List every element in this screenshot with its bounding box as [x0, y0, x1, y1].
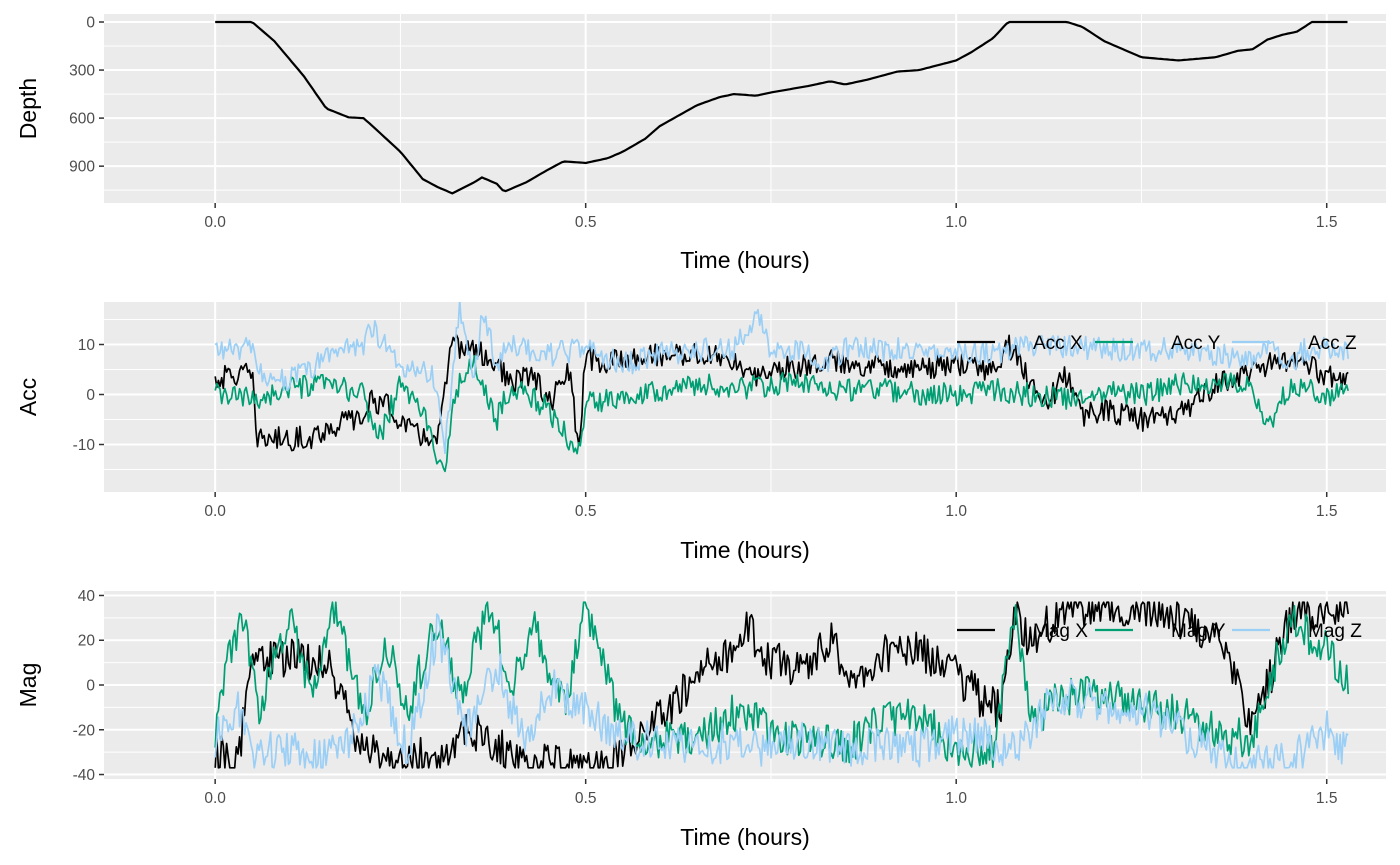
legend-label: Acc Y: [1171, 333, 1221, 354]
panel-2: Acc X Acc Y Acc Z 0.0 0.5 1.0 1.5 -10 0 10 Time (h…: [15, 302, 1386, 563]
y-tick-label: 0: [86, 678, 95, 695]
y-tick-label: -10: [73, 437, 96, 454]
panel-background: [104, 302, 1386, 492]
x-tick-label: 0.5: [575, 790, 597, 807]
y-tick-label: 900: [69, 159, 95, 176]
series-line-depth: [215, 20, 1348, 195]
x-tick-label: 1.5: [1316, 790, 1338, 807]
y-axis-title: Depth: [15, 78, 41, 139]
x-axis-title: Time (hours): [680, 247, 810, 273]
x-tick-label: 0.5: [575, 214, 597, 231]
x-tick-label: 0.0: [204, 503, 226, 520]
series-line-acc-y: [214, 354, 1350, 473]
series-line-mag-z: [214, 613, 1349, 769]
x-tick-label: 0.0: [204, 790, 226, 807]
series-line-acc-z: [214, 302, 1350, 455]
y-tick-label: 600: [69, 111, 95, 128]
y-tick-label: 0: [86, 15, 95, 32]
x-tick-label: 0.5: [575, 503, 597, 520]
legend: Mag X Mag Y Mag Z: [957, 621, 1362, 642]
legend-label: Acc X: [1033, 333, 1083, 354]
y-tick-label: 40: [78, 588, 96, 605]
y-tick-label: 300: [69, 63, 95, 80]
x-tick-label: 1.5: [1316, 503, 1338, 520]
x-axis-title: Time (hours): [680, 824, 810, 850]
series-line-mag-x: [214, 601, 1350, 769]
panel-1: 0.0 0.5 1.0 1.5 0 300 600 900 Time (hours) Depth: [15, 14, 1386, 273]
legend-label: Mag X: [1033, 621, 1088, 642]
y-tick-label: 10: [78, 337, 96, 354]
y-tick-label: -20: [73, 722, 96, 739]
y-axis-title: Acc: [15, 378, 41, 416]
legend-label: Mag Z: [1308, 621, 1362, 642]
y-axis-title: Mag: [15, 663, 41, 708]
y-tick-label: 20: [78, 633, 96, 650]
y-tick-label: -40: [73, 767, 96, 784]
x-tick-label: 1.5: [1316, 214, 1338, 231]
x-axis-title: Time (hours): [680, 537, 810, 563]
panel-3: Mag X Mag Y Mag Z 0.0 0.5 1.0 1.5 -40 -20 0 20 40 Ti…: [15, 588, 1386, 850]
y-tick-label: 0: [86, 387, 95, 404]
panel-background: [104, 14, 1386, 203]
legend-label: Acc Z: [1308, 333, 1357, 354]
x-tick-label: 1.0: [945, 214, 967, 231]
legend-label: Mag Y: [1171, 621, 1226, 642]
x-tick-label: 1.0: [945, 503, 967, 520]
legend: Acc X Acc Y Acc Z: [957, 333, 1357, 354]
x-tick-label: 1.0: [945, 790, 967, 807]
x-tick-label: 0.0: [204, 214, 226, 231]
